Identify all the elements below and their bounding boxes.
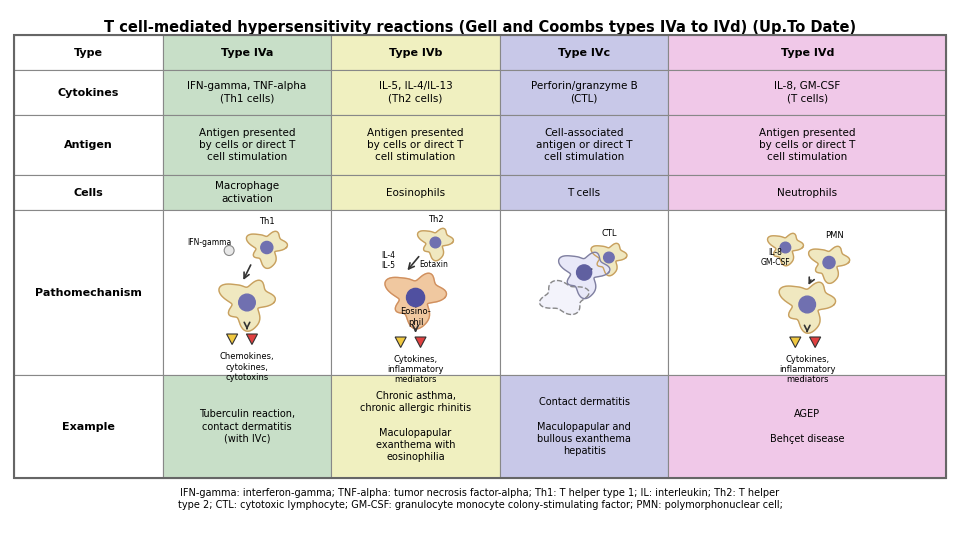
FancyBboxPatch shape xyxy=(162,35,331,70)
FancyBboxPatch shape xyxy=(331,35,500,70)
Text: Example: Example xyxy=(61,422,115,431)
Circle shape xyxy=(577,265,591,280)
Text: Perforin/granzyme B
(CTL): Perforin/granzyme B (CTL) xyxy=(531,82,637,104)
Text: IL-8
GM-CSF: IL-8 GM-CSF xyxy=(760,248,790,267)
Polygon shape xyxy=(247,231,287,268)
Text: CTL: CTL xyxy=(601,228,616,238)
Polygon shape xyxy=(418,228,453,261)
Text: Type: Type xyxy=(74,48,103,57)
Text: Type IVd: Type IVd xyxy=(780,48,834,57)
Circle shape xyxy=(799,296,815,313)
Text: Th1: Th1 xyxy=(259,217,275,226)
Polygon shape xyxy=(768,233,804,266)
Text: IL-4
IL-5: IL-4 IL-5 xyxy=(381,251,395,270)
Circle shape xyxy=(780,242,791,253)
Text: Antigen presented
by cells or direct T
cell stimulation: Antigen presented by cells or direct T c… xyxy=(368,127,464,163)
FancyBboxPatch shape xyxy=(331,210,500,375)
Text: Antigen presented
by cells or direct T
cell stimulation: Antigen presented by cells or direct T c… xyxy=(199,127,296,163)
Polygon shape xyxy=(540,280,589,314)
FancyBboxPatch shape xyxy=(500,35,668,70)
Polygon shape xyxy=(415,337,426,348)
FancyBboxPatch shape xyxy=(668,375,946,478)
FancyBboxPatch shape xyxy=(668,70,946,115)
FancyBboxPatch shape xyxy=(331,115,500,175)
Polygon shape xyxy=(780,282,835,333)
FancyBboxPatch shape xyxy=(500,210,668,375)
Text: AGEP

Behçet disease: AGEP Behçet disease xyxy=(770,409,845,444)
Text: Neutrophils: Neutrophils xyxy=(778,187,837,198)
FancyBboxPatch shape xyxy=(331,175,500,210)
Polygon shape xyxy=(809,337,821,348)
FancyBboxPatch shape xyxy=(668,115,946,175)
Text: IL-8, GM-CSF
(T cells): IL-8, GM-CSF (T cells) xyxy=(774,82,840,104)
Text: Eosino-
phil: Eosino- phil xyxy=(400,307,431,327)
Text: IL-5, IL-4/IL-13
(Th2 cells): IL-5, IL-4/IL-13 (Th2 cells) xyxy=(378,82,452,104)
Polygon shape xyxy=(396,337,406,348)
FancyBboxPatch shape xyxy=(500,175,668,210)
Text: Th2: Th2 xyxy=(427,215,444,225)
Polygon shape xyxy=(227,334,238,345)
Text: Tuberculin reaction,
contact dermatitis
(with IVc): Tuberculin reaction, contact dermatitis … xyxy=(199,409,295,444)
Text: IFN-gamma: interferon-gamma; TNF-alpha: tumor necrosis factor-alpha; Th1: T help: IFN-gamma: interferon-gamma; TNF-alpha: … xyxy=(178,488,782,510)
FancyBboxPatch shape xyxy=(162,375,331,478)
FancyBboxPatch shape xyxy=(668,175,946,210)
Circle shape xyxy=(225,246,234,255)
Circle shape xyxy=(239,294,255,311)
Text: Contact dermatitis

Maculopapular and
bullous exanthema
hepatitis: Contact dermatitis Maculopapular and bul… xyxy=(538,397,631,456)
FancyBboxPatch shape xyxy=(500,115,668,175)
Text: T cell-mediated hypersensitivity reactions (Gell and Coombs types IVa to IVd) (U: T cell-mediated hypersensitivity reactio… xyxy=(104,20,856,35)
Text: Type IVc: Type IVc xyxy=(558,48,611,57)
Polygon shape xyxy=(790,337,801,348)
FancyBboxPatch shape xyxy=(668,35,946,70)
FancyBboxPatch shape xyxy=(331,70,500,115)
FancyBboxPatch shape xyxy=(162,115,331,175)
Text: Eosinophils: Eosinophils xyxy=(386,187,445,198)
Text: Antigen presented
by cells or direct T
cell stimulation: Antigen presented by cells or direct T c… xyxy=(759,127,855,163)
Text: Cytokines,
inflammatory
mediators: Cytokines, inflammatory mediators xyxy=(387,354,444,384)
FancyBboxPatch shape xyxy=(14,210,162,375)
FancyBboxPatch shape xyxy=(14,175,162,210)
Text: Cytokines,
inflammatory
mediators: Cytokines, inflammatory mediators xyxy=(779,354,835,384)
Text: Cytokines: Cytokines xyxy=(58,87,119,98)
FancyBboxPatch shape xyxy=(162,210,331,375)
Polygon shape xyxy=(385,273,446,329)
Text: Chronic asthma,
chronic allergic rhinitis

Maculopapular
exanthema with
eosinoph: Chronic asthma, chronic allergic rhiniti… xyxy=(360,390,471,462)
Polygon shape xyxy=(219,280,276,331)
FancyBboxPatch shape xyxy=(14,115,162,175)
FancyBboxPatch shape xyxy=(14,375,162,478)
FancyBboxPatch shape xyxy=(162,70,331,115)
Circle shape xyxy=(823,256,835,268)
Text: Chemokines,
cytokines,
cytotoxins: Chemokines, cytokines, cytotoxins xyxy=(220,353,275,382)
Polygon shape xyxy=(247,334,257,345)
Text: Cell-associated
antigen or direct T
cell stimulation: Cell-associated antigen or direct T cell… xyxy=(536,127,633,163)
FancyBboxPatch shape xyxy=(500,375,668,478)
Text: Pathomechanism: Pathomechanism xyxy=(35,287,142,298)
Text: Cells: Cells xyxy=(74,187,104,198)
FancyBboxPatch shape xyxy=(331,375,500,478)
Text: Eotaxin: Eotaxin xyxy=(419,260,447,269)
Circle shape xyxy=(406,288,424,307)
Polygon shape xyxy=(808,246,850,284)
Circle shape xyxy=(261,241,273,254)
Text: Macrophage
activation: Macrophage activation xyxy=(215,181,279,204)
Text: Type IVa: Type IVa xyxy=(221,48,274,57)
FancyBboxPatch shape xyxy=(14,70,162,115)
Polygon shape xyxy=(559,252,610,299)
FancyBboxPatch shape xyxy=(668,210,946,375)
Circle shape xyxy=(604,252,614,263)
Text: Type IVb: Type IVb xyxy=(389,48,443,57)
Text: IFN-gamma, TNF-alpha
(Th1 cells): IFN-gamma, TNF-alpha (Th1 cells) xyxy=(187,82,306,104)
FancyBboxPatch shape xyxy=(14,35,162,70)
Circle shape xyxy=(430,237,441,248)
FancyBboxPatch shape xyxy=(500,70,668,115)
Text: Antigen: Antigen xyxy=(64,140,112,150)
FancyBboxPatch shape xyxy=(162,175,331,210)
Text: PMN: PMN xyxy=(826,232,845,240)
Text: IFN-gamma: IFN-gamma xyxy=(187,238,231,247)
Text: T cells: T cells xyxy=(567,187,601,198)
Polygon shape xyxy=(591,244,627,276)
